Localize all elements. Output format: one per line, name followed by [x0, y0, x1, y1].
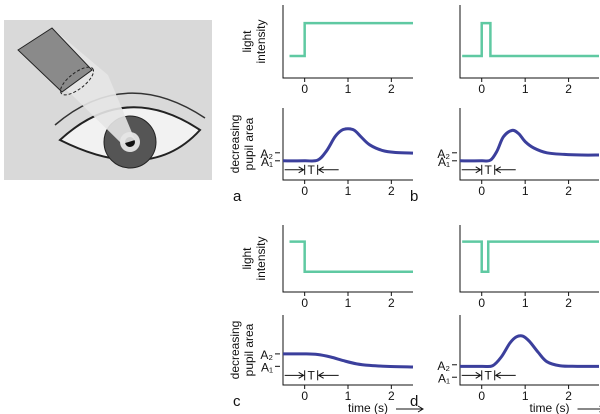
axes [459, 108, 599, 181]
x-axis-label: time (s) [530, 401, 570, 414]
axes [282, 315, 413, 386]
panel-chart: 0 1 2 lightintensity [240, 225, 413, 310]
data-line [462, 240, 599, 274]
x-tick-label: 2 [565, 296, 572, 310]
x-tick-label: 0 [478, 184, 485, 198]
y-tick-label: A₁ [261, 361, 273, 375]
y-tick-label: A₁ [438, 155, 450, 169]
arrow [317, 371, 339, 379]
y-tick-label: A₁ [438, 371, 450, 385]
x-tick-label: 2 [388, 184, 395, 198]
y-axis-label-line: decreasing [228, 115, 242, 174]
x-tick-label: 1 [522, 296, 529, 310]
eye-illustration [4, 20, 212, 180]
data-line [289, 240, 413, 274]
latency-label: T [485, 369, 493, 383]
x-tick-label: 1 [522, 82, 529, 96]
y-axis-label-line: light [240, 30, 254, 53]
y-axis-label-line: pupil area [242, 117, 256, 170]
y-axis-label-line: intensity [254, 19, 268, 63]
y-axis-label: decreasingpupil area [228, 115, 256, 174]
x-axis-arrow [577, 405, 600, 413]
data-line [282, 352, 414, 369]
x-tick-label: 2 [388, 389, 395, 403]
x-tick-label: 0 [301, 296, 308, 310]
x-tick-label: 2 [388, 296, 395, 310]
x-tick-label: 0 [478, 389, 485, 403]
x-tick-label: 1 [345, 296, 352, 310]
x-tick-label: 2 [565, 82, 572, 96]
y-tick-label: A₂ [437, 359, 450, 373]
panel-chart: 0 1 2 lightintensity [240, 5, 413, 96]
data-line [282, 127, 414, 163]
x-tick-label: 2 [565, 389, 572, 403]
arrow [317, 166, 339, 174]
x-tick-label: 2 [388, 82, 395, 96]
panel-letter: b [410, 188, 418, 205]
x-tick-label: 0 [478, 82, 485, 96]
y-tick-label: A₂ [260, 147, 273, 161]
x-axis-label: time (s) [348, 401, 388, 414]
lamp [17, 27, 93, 93]
panel-letter: c [233, 393, 241, 410]
x-axis-arrow [396, 405, 424, 413]
data-line [459, 334, 600, 369]
panel-chart: 0 1 2 [459, 5, 599, 96]
data-line [459, 128, 600, 163]
y-tick-label: A₂ [260, 348, 273, 362]
axes [282, 108, 413, 181]
x-tick-label: 1 [522, 389, 529, 403]
x-tick-label: 0 [301, 389, 308, 403]
axes [282, 225, 413, 293]
x-tick-label: 1 [345, 82, 352, 96]
x-tick-label: 0 [301, 184, 308, 198]
y-axis-label: lightintensity [240, 236, 268, 280]
axes [282, 5, 413, 79]
latency-label: T [307, 163, 315, 177]
arrow [284, 166, 305, 174]
panel-chart: 0 1 2 [459, 225, 599, 310]
x-tick-label: 0 [301, 82, 308, 96]
axes [459, 315, 599, 386]
y-tick-label: A₂ [437, 147, 450, 161]
axes [459, 225, 599, 293]
arrow [461, 166, 482, 174]
x-tick-label: 1 [522, 184, 529, 198]
y-axis-label: lightintensity [240, 19, 268, 63]
arrow [494, 371, 516, 379]
panel-letter: a [233, 188, 242, 205]
axes [459, 5, 599, 79]
x-tick-label: 1 [345, 184, 352, 198]
x-tick-label: 0 [478, 296, 485, 310]
x-tick-label: 2 [565, 184, 572, 198]
latency-label: T [307, 369, 315, 383]
arrow [461, 371, 482, 379]
arrow [284, 371, 305, 379]
y-axis-label-line: intensity [254, 236, 268, 280]
y-axis-label-line: pupil area [242, 323, 256, 376]
data-line [289, 21, 413, 58]
latency-label: T [485, 163, 493, 177]
arrow [494, 166, 516, 174]
data-line [462, 21, 599, 58]
eyelid [54, 92, 206, 126]
lens-rim [59, 66, 95, 96]
y-axis-label-line: decreasing [228, 321, 242, 380]
x-tick-label: 1 [345, 389, 352, 403]
panel-letter: d [410, 393, 418, 410]
y-axis-label-line: light [240, 247, 254, 270]
y-tick-label: A₁ [261, 155, 273, 169]
y-axis-label: decreasingpupil area [228, 321, 256, 380]
